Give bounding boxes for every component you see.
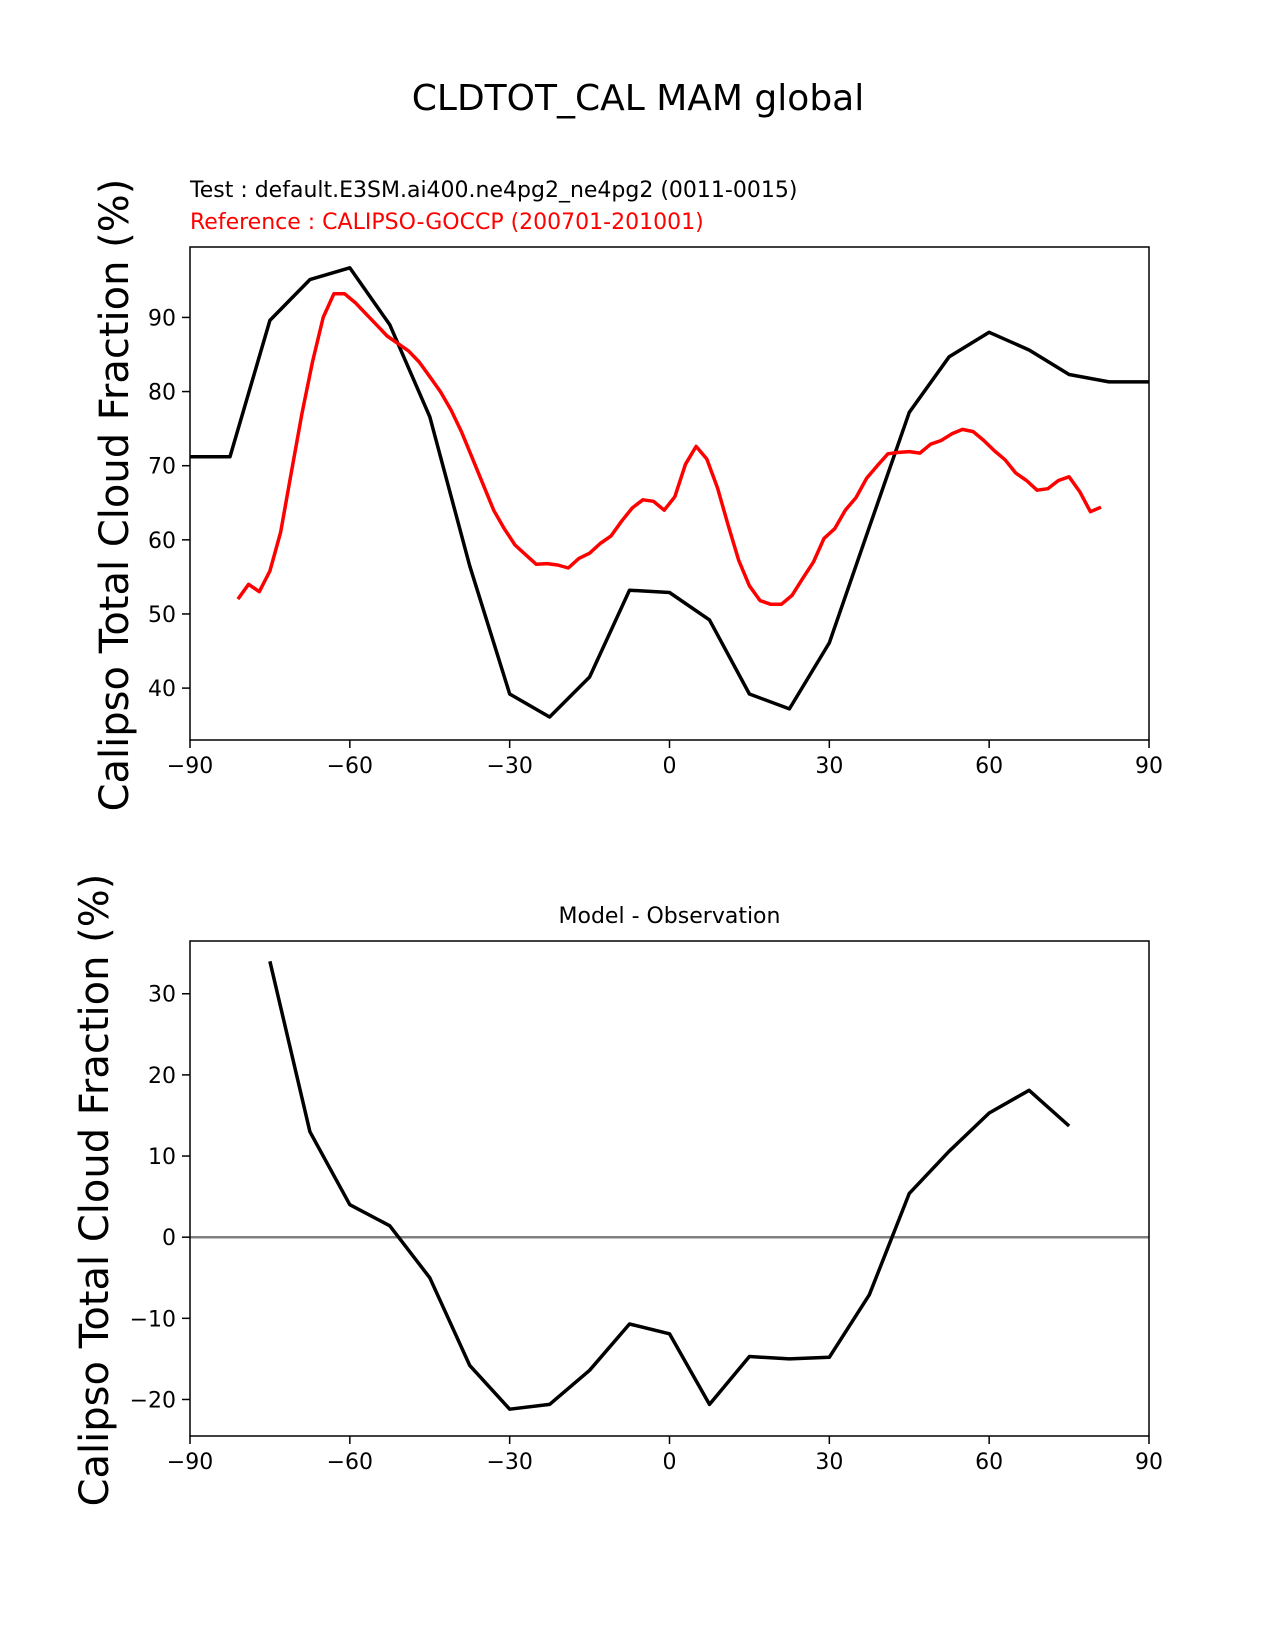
series-line-0 [268,960,1071,1411]
y-tick-label: 10 [148,1145,176,1170]
x-tick-label: 30 [815,754,843,779]
x-tick-label: −90 [167,754,213,779]
y-tick-label: 40 [148,677,176,702]
figure-title: CLDTOT_CAL MAM global [412,78,864,119]
x-tick-label: 0 [663,754,677,779]
top-plot-marks: −90 −60 −30 0 30 60 90 40 50 60 70 80 90 [148,246,1163,779]
y-tick-label: 80 [148,381,176,406]
plot-frame [189,246,1150,741]
bottom-panel: Model - Observation Calipso Total Cloud … [72,874,1163,1507]
x-tick-label: 60 [975,754,1003,779]
test-label: Test : default.E3SM.ai400.ne4pg2_ne4pg2 … [189,178,797,203]
top-panel: Test : default.E3SM.ai400.ne4pg2_ne4pg2 … [92,178,1163,811]
x-tick-label: −30 [486,1450,532,1475]
difference-title: Model - Observation [559,904,781,929]
series-line-0 [190,266,1149,719]
y-tick-label: 60 [148,529,176,554]
x-tick-label: −60 [327,754,373,779]
plot-frame [189,940,1150,1437]
x-tick-label: 90 [1135,1450,1163,1475]
x-tick-label: 60 [975,1450,1003,1475]
y-axis-label-bottom: Calipso Total Cloud Fraction (%) [72,874,118,1507]
x-tick-label: −90 [167,1450,213,1475]
y-axis-label-top: Calipso Total Cloud Fraction (%) [92,179,138,812]
y-tick-label: −20 [130,1388,176,1413]
x-tick-label: 0 [663,1450,677,1475]
bottom-plot-marks: −90 −60 −30 0 30 60 90 −20 −10 0 10 20 30 [130,940,1163,1475]
y-tick-label: 90 [148,306,176,331]
x-tick-label: −30 [486,754,532,779]
reference-label: Reference : CALIPSO-GOCCP (200701-201001… [190,210,704,235]
y-tick-label: 0 [162,1226,176,1251]
y-tick-label: 70 [148,455,176,480]
x-tick-label: 30 [815,1450,843,1475]
y-tick-label: 20 [148,1064,176,1089]
series-line-1 [236,291,1102,607]
y-tick-label: 50 [148,603,176,628]
x-tick-label: −60 [327,1450,373,1475]
y-tick-label: −10 [130,1307,176,1332]
y-tick-label: 30 [148,983,176,1008]
x-tick-label: 90 [1135,754,1163,779]
